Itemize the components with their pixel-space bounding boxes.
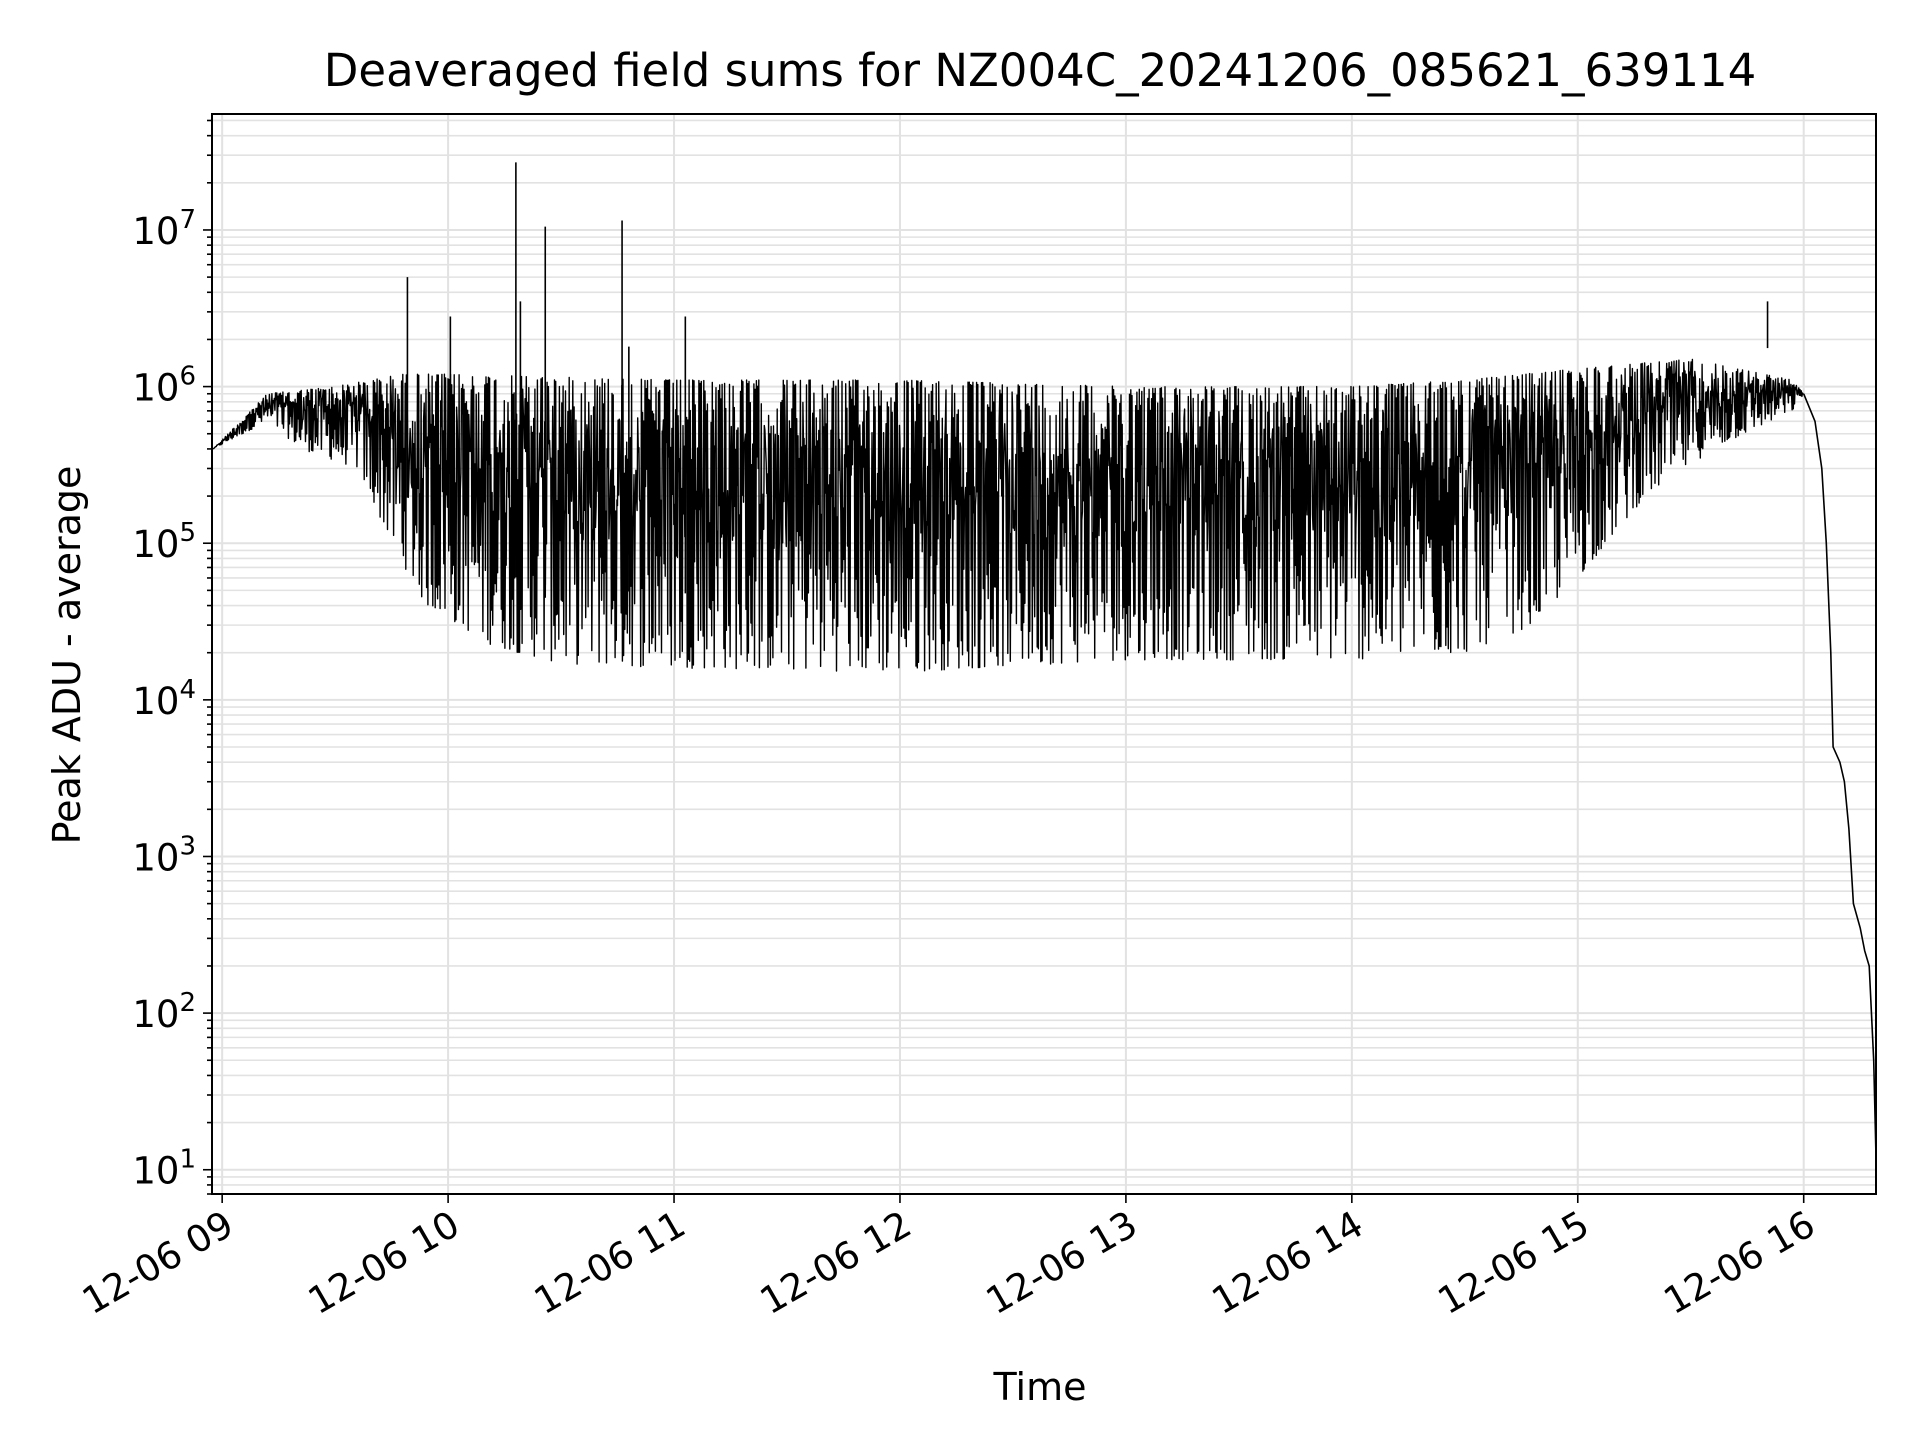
- y-axis-label: Peak ADU - average: [45, 466, 89, 845]
- y-tick-base: 10: [132, 367, 179, 410]
- y-tick-label: 102: [132, 988, 196, 1036]
- chart-title: Deaveraged field sums for NZ004C_2024120…: [324, 44, 1756, 97]
- y-tick-label: 106: [132, 362, 196, 410]
- series-decay-line: [1802, 393, 1877, 1158]
- x-axis-label: Time: [993, 1365, 1087, 1409]
- y-tick-exponent: 5: [179, 518, 196, 548]
- y-tick-base: 10: [132, 1150, 179, 1193]
- y-tick-base: 10: [132, 836, 179, 879]
- y-tick-base: 10: [132, 523, 179, 566]
- y-tick-exponent: 4: [179, 675, 196, 705]
- y-tick-exponent: 2: [179, 988, 196, 1018]
- y-tick-label: 104: [132, 675, 196, 723]
- y-tick-label: 101: [132, 1145, 196, 1193]
- y-tick-base: 10: [132, 993, 179, 1036]
- y-tick-label: 107: [132, 205, 196, 253]
- series-line: [212, 358, 1804, 672]
- y-tick-label: 105: [132, 518, 196, 566]
- y-tick-base: 10: [132, 680, 179, 723]
- y-tick-exponent: 3: [179, 831, 196, 861]
- y-tick-label: 103: [132, 831, 196, 879]
- plot-frame: [211, 113, 1877, 1195]
- series-layer: [212, 162, 1877, 1158]
- y-tick-exponent: 6: [179, 362, 196, 392]
- y-tick-exponent: 7: [179, 205, 196, 235]
- y-tick-exponent: 1: [179, 1145, 196, 1175]
- y-tick-base: 10: [132, 210, 179, 253]
